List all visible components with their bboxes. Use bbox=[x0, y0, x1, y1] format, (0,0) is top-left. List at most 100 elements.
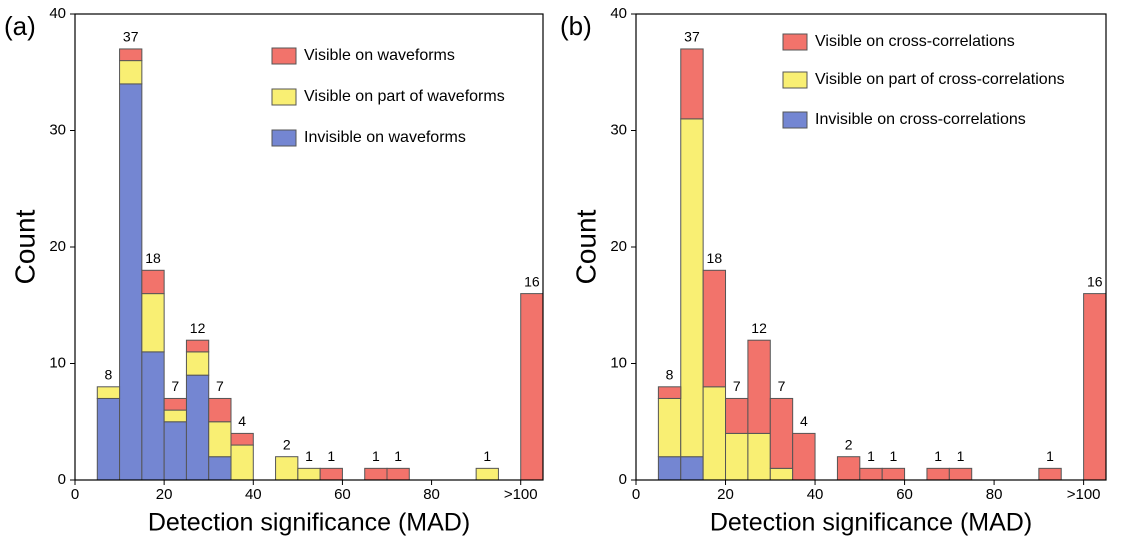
bar-segment bbox=[185, 339, 210, 353]
bar-segment bbox=[859, 467, 883, 481]
total-label: 1 bbox=[305, 448, 313, 464]
total-label: 4 bbox=[238, 413, 246, 429]
total-label: 18 bbox=[145, 250, 161, 266]
x-tick-label: 0 bbox=[632, 486, 640, 503]
x-tick-label: 0 bbox=[71, 486, 79, 503]
x-tick-label: 20 bbox=[156, 486, 173, 503]
total-label: 1 bbox=[867, 448, 875, 464]
legend-label: Visible on cross-correlations bbox=[815, 33, 1015, 50]
bar-segment bbox=[657, 456, 682, 481]
total-label: 7 bbox=[733, 378, 741, 394]
total-label: 4 bbox=[800, 413, 808, 429]
total-label: 1 bbox=[394, 448, 402, 464]
bar-segment bbox=[119, 83, 143, 481]
bar-segment bbox=[926, 467, 950, 481]
y-tick-label: 40 bbox=[610, 5, 627, 22]
legend-label: Visible on part of waveforms bbox=[304, 88, 505, 105]
x-tick-label: 20 bbox=[717, 486, 734, 503]
total-label: 37 bbox=[684, 29, 700, 45]
bar-segment bbox=[96, 386, 121, 399]
bar-segment bbox=[319, 467, 343, 481]
x-axis-label: Detection significance (MAD) bbox=[148, 509, 470, 537]
total-label: 8 bbox=[105, 367, 113, 383]
bar-segment bbox=[275, 456, 299, 481]
bar-segment bbox=[747, 339, 771, 434]
bar-segment bbox=[364, 467, 388, 481]
total-label: 1 bbox=[483, 448, 491, 464]
bar-segment bbox=[1083, 293, 1107, 481]
y-tick-label: 30 bbox=[610, 121, 627, 138]
bar-segment bbox=[119, 48, 143, 62]
total-label: 1 bbox=[372, 448, 380, 464]
bar-segment bbox=[725, 397, 749, 434]
bar-segment bbox=[163, 397, 187, 411]
y-tick-label: 40 bbox=[49, 5, 66, 22]
bar-segment bbox=[680, 118, 704, 458]
y-tick-label: 10 bbox=[49, 354, 66, 371]
y-tick-label: 0 bbox=[619, 471, 627, 488]
bar-segment bbox=[141, 269, 165, 295]
plot-frame bbox=[74, 13, 544, 481]
bar-segment bbox=[230, 432, 254, 446]
bar-segment bbox=[163, 421, 187, 481]
total-label: 1 bbox=[934, 448, 942, 464]
bar-segment bbox=[96, 397, 121, 481]
y-axis-label: Count bbox=[570, 209, 601, 284]
bar-segment bbox=[141, 351, 165, 481]
total-label: 18 bbox=[707, 250, 723, 266]
x-tick-label: >100 bbox=[504, 486, 538, 503]
y-tick-label: 30 bbox=[49, 121, 66, 138]
legend-label: Visible on part of cross-correlations bbox=[815, 71, 1065, 88]
total-label: 2 bbox=[283, 436, 291, 452]
bar-segment bbox=[702, 269, 727, 388]
y-axis-label: Count bbox=[9, 209, 40, 284]
bar-segment bbox=[769, 397, 794, 469]
total-label: 1 bbox=[889, 448, 897, 464]
bar-segment bbox=[208, 397, 232, 423]
panel-label: (a) bbox=[4, 11, 36, 41]
x-tick-label: 80 bbox=[986, 486, 1003, 503]
bar-segment bbox=[141, 293, 165, 353]
total-label: 37 bbox=[123, 29, 139, 45]
bar-segment bbox=[185, 374, 210, 481]
total-label: 1 bbox=[327, 448, 335, 464]
total-label: 12 bbox=[751, 320, 767, 336]
bar-segment bbox=[657, 386, 682, 399]
bar-segment bbox=[747, 432, 771, 481]
bar-segment bbox=[792, 432, 816, 481]
legend-swatch bbox=[782, 111, 808, 129]
total-label: 16 bbox=[524, 273, 540, 289]
legend-label: Visible on waveforms bbox=[304, 47, 455, 64]
x-tick-label: 80 bbox=[423, 486, 440, 503]
total-label: 16 bbox=[1087, 273, 1103, 289]
total-label: 1 bbox=[957, 448, 965, 464]
plot-frame bbox=[635, 13, 1107, 481]
y-tick-label: 10 bbox=[610, 354, 627, 371]
total-label: 8 bbox=[666, 367, 674, 383]
y-tick-label: 20 bbox=[49, 238, 66, 255]
bar-segment bbox=[725, 432, 749, 481]
y-tick-label: 20 bbox=[610, 238, 627, 255]
bar-segment bbox=[230, 444, 254, 481]
bar-segment bbox=[680, 456, 704, 481]
bar-segment bbox=[297, 467, 321, 481]
bar-segment bbox=[948, 467, 973, 481]
bar-segment bbox=[208, 421, 232, 458]
legend-swatch bbox=[271, 88, 297, 106]
bar-segment bbox=[657, 397, 682, 458]
bar-segment bbox=[475, 467, 499, 481]
x-axis-label: Detection significance (MAD) bbox=[710, 509, 1032, 537]
total-label: 7 bbox=[778, 378, 786, 394]
bar-segment bbox=[1038, 467, 1062, 481]
legend-swatch bbox=[271, 129, 297, 147]
total-label: 7 bbox=[216, 378, 224, 394]
bar-segment bbox=[769, 467, 794, 481]
bar-segment bbox=[680, 48, 704, 120]
legend-swatch bbox=[782, 33, 808, 51]
x-tick-label: 40 bbox=[245, 486, 262, 503]
total-label: 12 bbox=[190, 320, 206, 336]
total-label: 7 bbox=[171, 378, 179, 394]
x-tick-label: >100 bbox=[1067, 486, 1101, 503]
bar-segment bbox=[163, 409, 187, 423]
